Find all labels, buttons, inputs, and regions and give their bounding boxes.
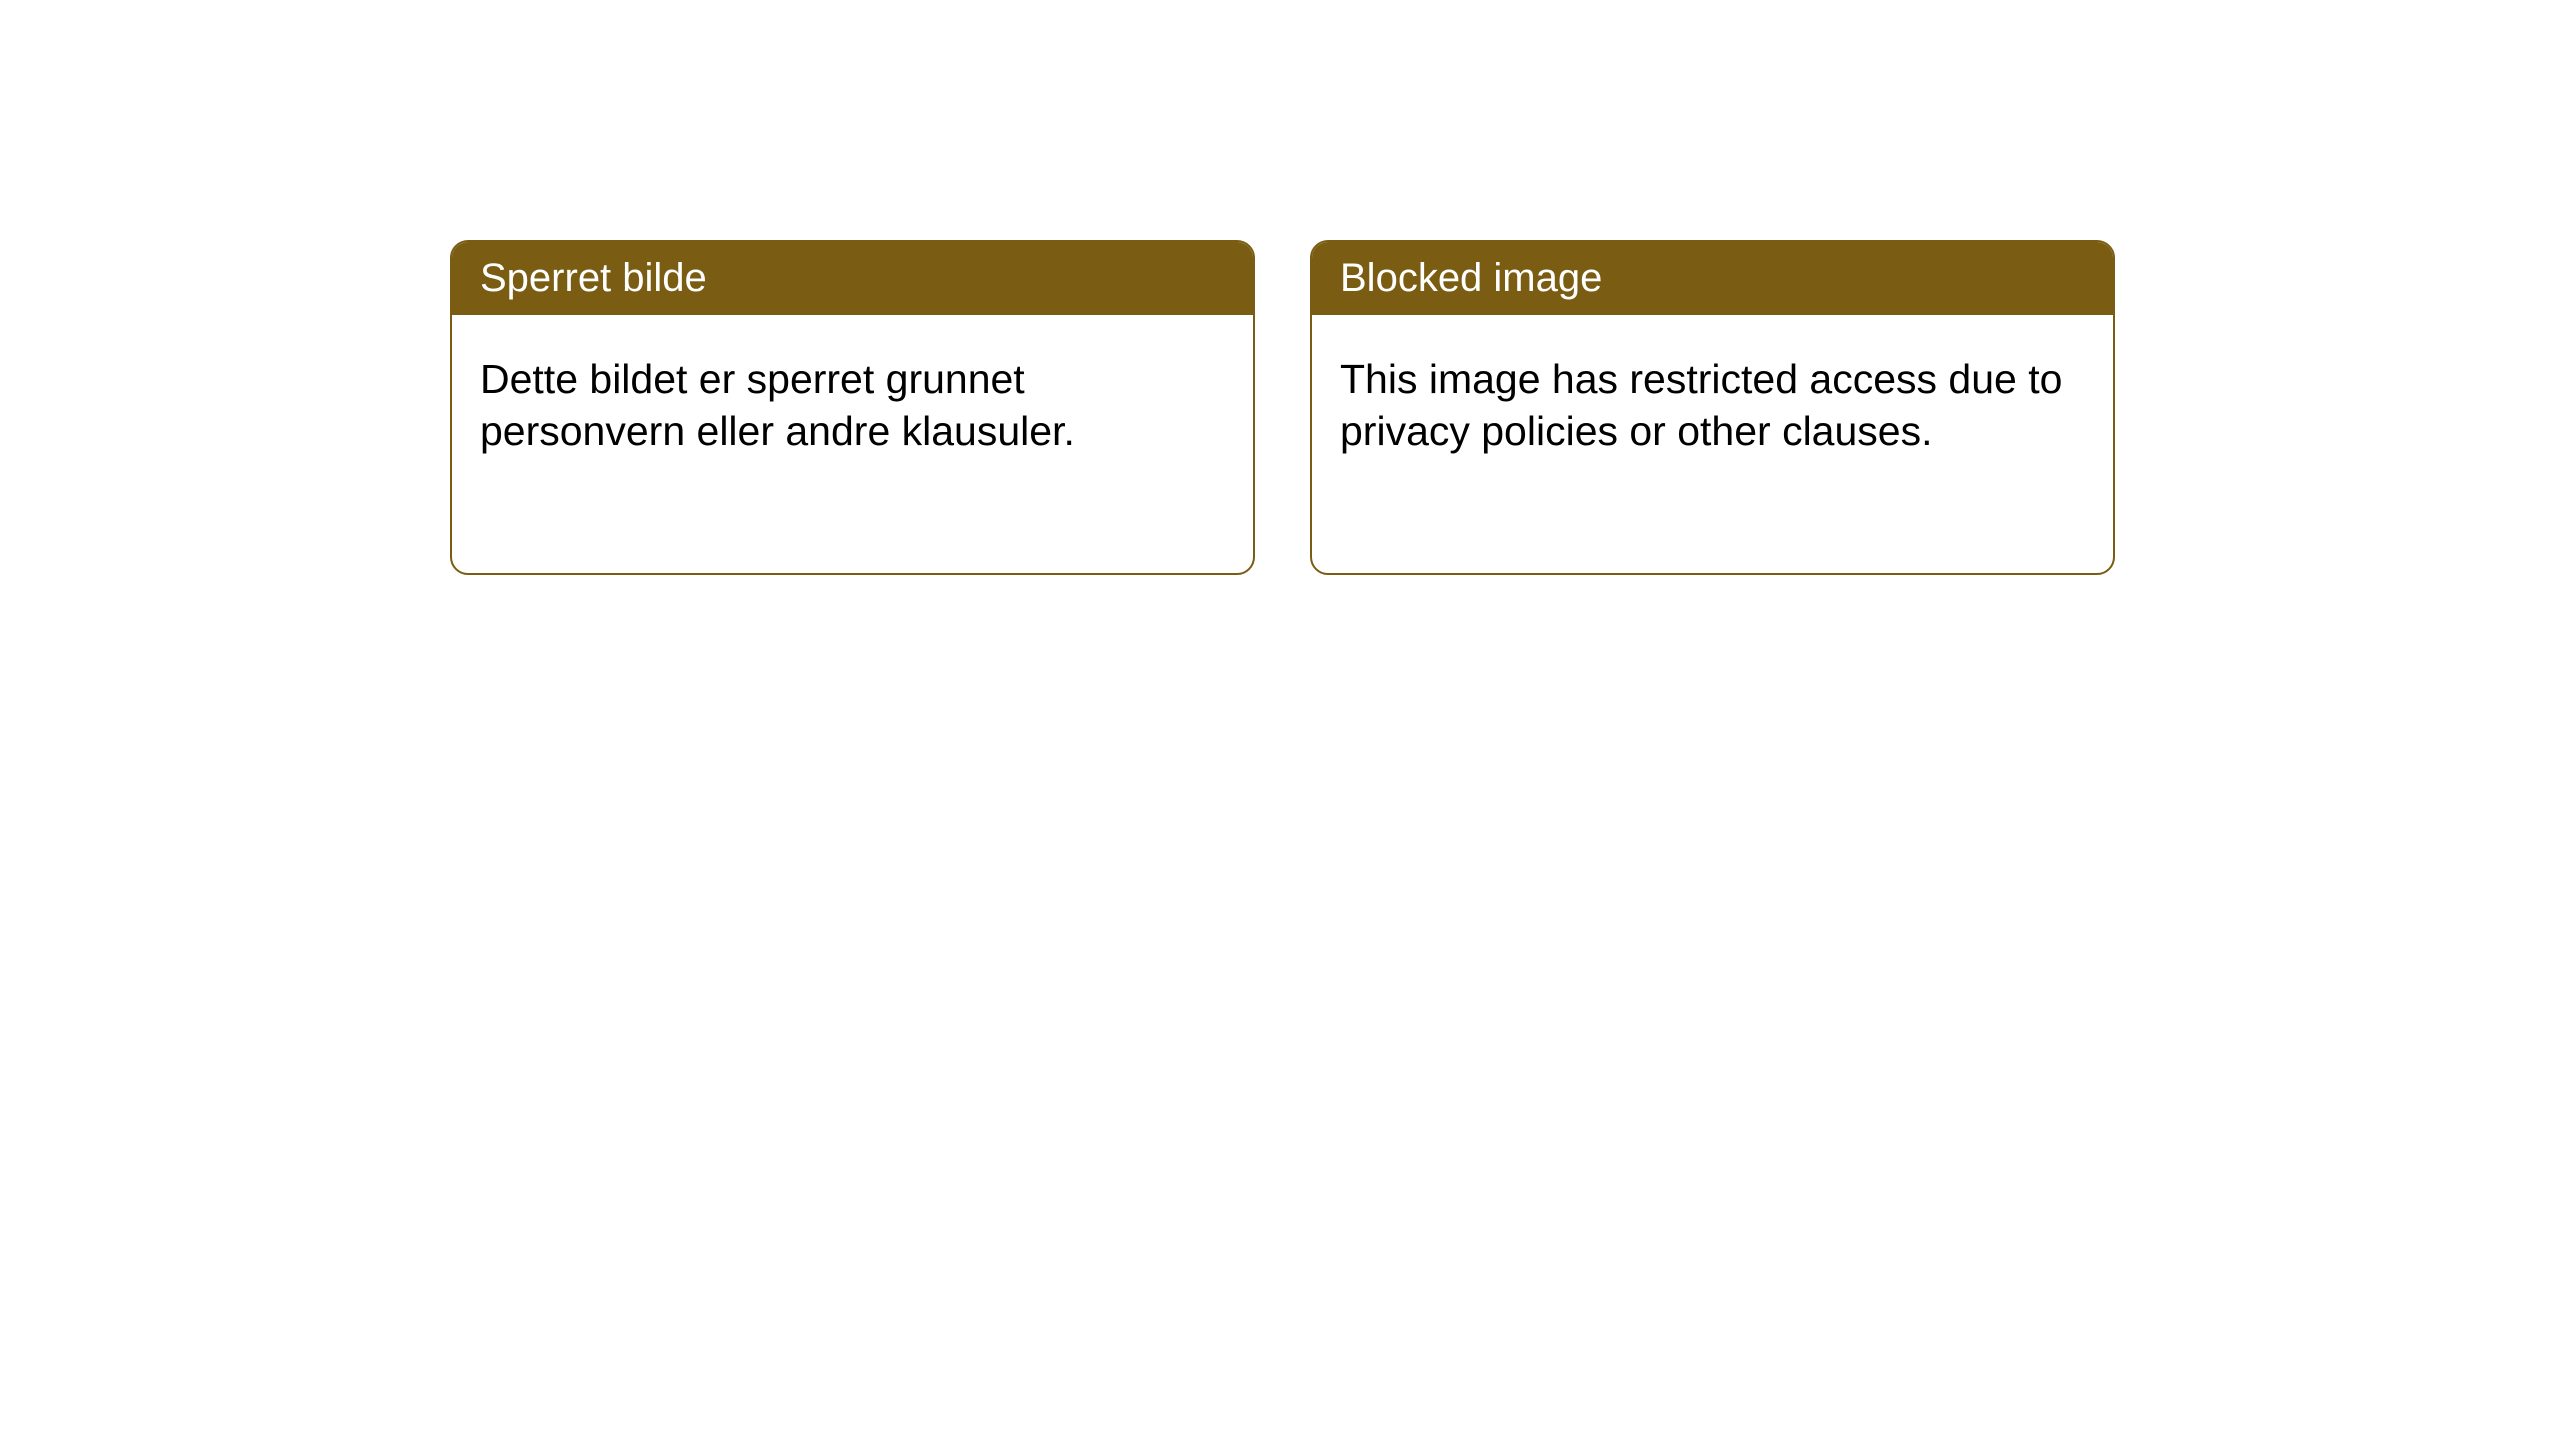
- card-title: Sperret bilde: [480, 256, 707, 300]
- card-title: Blocked image: [1340, 256, 1602, 300]
- card-body-text: This image has restricted access due to …: [1340, 356, 2062, 454]
- notice-card-norwegian: Sperret bilde Dette bildet er sperret gr…: [450, 240, 1255, 575]
- card-body: Dette bildet er sperret grunnet personve…: [452, 315, 1253, 496]
- card-body: This image has restricted access due to …: [1312, 315, 2113, 496]
- notice-card-english: Blocked image This image has restricted …: [1310, 240, 2115, 575]
- card-body-text: Dette bildet er sperret grunnet personve…: [480, 356, 1075, 454]
- notice-cards-container: Sperret bilde Dette bildet er sperret gr…: [450, 240, 2115, 575]
- card-header: Blocked image: [1312, 242, 2113, 315]
- card-header: Sperret bilde: [452, 242, 1253, 315]
